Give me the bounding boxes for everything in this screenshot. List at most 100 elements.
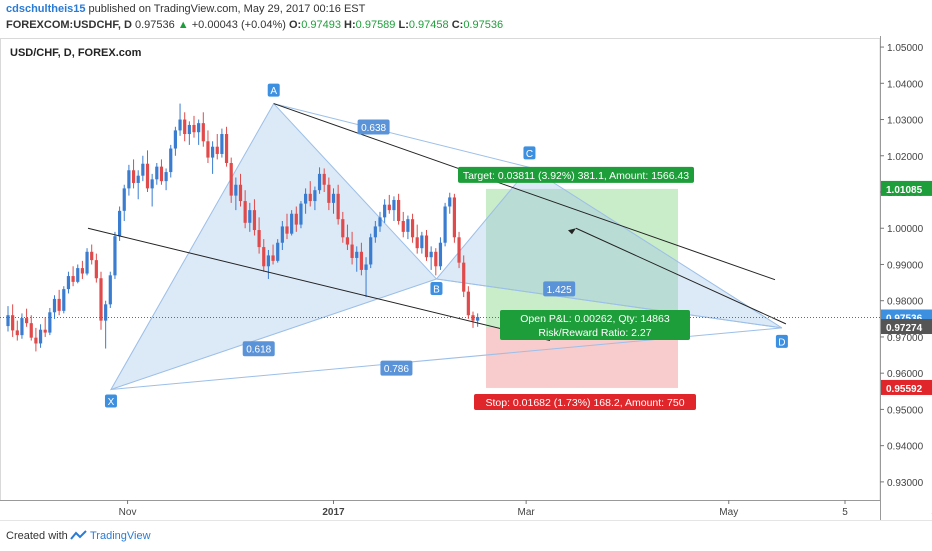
chart-area[interactable]: 1.050001.040001.030001.020001.010001.000… [0,36,932,520]
candle-up [20,318,23,335]
pnl-label-text: Risk/Reward Ratio: 2.27 [538,327,651,339]
y-tick-label: 1.03000 [887,116,924,127]
candle-down [337,194,340,219]
target-label-text: Target: 0.03811 (3.92%) 381.1, Amount: 1… [463,170,689,182]
candle-down [341,219,344,237]
candle-down [81,268,84,273]
tradingview-logo-icon [70,529,88,541]
candle-down [44,330,47,333]
candle-up [281,226,284,242]
candle-down [295,214,298,225]
candle-up [313,190,316,201]
candle-up [169,149,172,173]
candle-up [188,125,191,134]
candle-down [434,252,437,266]
x-tick-label: Mar [518,507,536,518]
candle-down [262,247,265,266]
candle-down [457,237,460,262]
price-chart[interactable]: 1.050001.040001.030001.020001.010001.000… [0,36,932,520]
y-tick-label: 0.93000 [887,478,924,489]
x-tick-label: Nov [119,507,137,518]
high-value: 0.97589 [356,19,396,31]
footer: Created with TradingView [0,520,932,551]
candle-up [165,172,168,181]
candle-down [225,134,228,163]
target-price-tag: 1.01085 [886,185,923,196]
candle-down [462,263,465,292]
candle-down [271,255,274,260]
candle-up [113,236,116,275]
candle-up [318,174,321,190]
candle-up [104,304,107,320]
candle-up [392,200,395,210]
candle-down [253,210,256,230]
candle-down [388,205,391,210]
candle-up [6,315,9,326]
stop-label-text: Stop: 0.01682 (1.73%) 168.2, Amount: 750 [485,397,684,409]
candle-down [183,120,186,134]
candle-down [90,252,93,260]
candle-up [123,188,126,210]
candle-up [211,147,214,158]
candle-down [202,123,205,141]
ratio-label: 0.618 [246,345,271,356]
candle-down [95,260,98,278]
y-tick-label: 1.00000 [887,224,924,235]
y-tick-label: 0.98000 [887,297,924,308]
y-tick-label: 1.05000 [887,43,924,54]
candle-down [30,323,33,337]
stop-price-tag: 0.95592 [886,384,923,395]
y-tick-label: 0.99000 [887,260,924,271]
candle-up [127,170,130,188]
y-tick-label: 1.04000 [887,79,924,90]
candle-down [411,219,414,237]
published-text: published on TradingView.com, May 29, 20… [89,3,366,15]
candle-up [420,235,423,248]
candle-up [355,252,358,258]
ratio-label: 1.425 [547,285,572,296]
candle-down [192,125,195,132]
candle-down [216,147,219,154]
x-tick-label: 2017 [322,507,345,518]
candle-up [67,276,70,289]
candle-down [160,167,163,181]
candle-up [290,214,293,234]
pattern-label-c: C [526,149,533,160]
candle-down [425,235,428,257]
candle-up [299,204,302,225]
candle-up [39,330,42,344]
author-link[interactable]: cdschultheis15 [6,3,85,15]
candle-up [62,289,65,311]
publish-line: cdschultheis15 published on TradingView.… [6,3,365,15]
open-label: O: [289,19,301,31]
candle-up [109,275,112,304]
low-value: 0.97458 [409,19,449,31]
x-tick-label: May [719,507,738,518]
candle-down [360,252,363,270]
candle-up [76,268,79,282]
candle-down [58,299,61,311]
tradingview-brand[interactable]: TradingView [90,530,151,542]
candle-up [174,130,177,148]
candle-down [34,338,37,344]
candle-down [397,200,400,221]
candle-down [132,170,135,183]
candle-down [258,230,261,247]
candle-up [151,179,154,188]
ratio-label: 0.638 [361,123,386,134]
pattern-label-a: A [270,86,277,97]
candle-down [25,318,28,323]
close-value: 0.97536 [463,19,503,31]
y-tick-label: 0.94000 [887,442,924,453]
candle-up [85,252,88,274]
candle-down [230,163,233,196]
candle-up [448,197,451,206]
candle-up [234,185,237,196]
ratio-label: 0.786 [384,364,409,375]
close-label: C: [452,19,464,31]
candle-down [416,237,419,248]
ohlc-line: FOREXCOM:USDCHF, D 0.97536 ▲ +0.00043 (+… [6,19,503,31]
candle-up [267,255,270,266]
candle-up [248,210,251,223]
candle-up [378,217,381,226]
